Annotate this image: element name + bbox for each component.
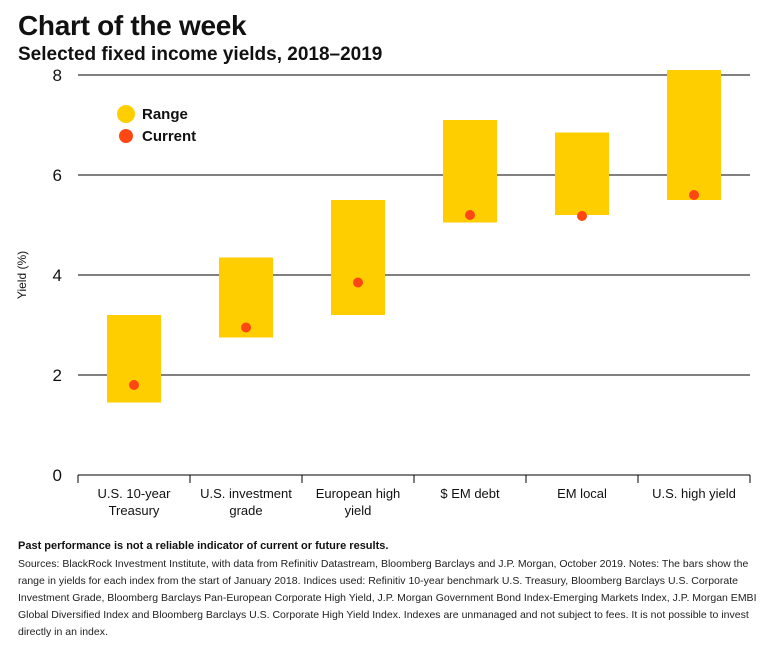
category-label: U.S. investment	[200, 486, 292, 501]
chart-footer: Past performance is not a reliable indic…	[18, 540, 758, 641]
y-tick-label: 2	[53, 366, 62, 385]
chart-title: Chart of the week	[18, 10, 247, 41]
current-point	[241, 322, 251, 333]
category-label: U.S. 10-year	[98, 486, 172, 501]
y-tick-label: 8	[53, 66, 62, 85]
category-label: Treasury	[109, 503, 160, 518]
legend-range-marker	[117, 105, 135, 123]
range-bar	[667, 70, 721, 200]
y-tick-label: 6	[53, 166, 62, 185]
range-bar	[331, 200, 385, 315]
y-tick-label: 0	[53, 466, 62, 485]
category-label: grade	[229, 503, 262, 518]
current-point	[129, 380, 139, 390]
chart-subtitle: Selected fixed income yields, 2018–2019	[18, 44, 383, 65]
category-label: yield	[345, 503, 372, 518]
sources-note: Sources: BlackRock Investment Institute,…	[18, 558, 757, 638]
current-point	[577, 211, 587, 221]
category-label: U.S. high yield	[652, 486, 736, 501]
y-axis-label: Yield (%)	[15, 251, 29, 299]
category-label: $ EM debt	[440, 486, 500, 501]
legend-current-marker	[119, 129, 133, 143]
disclaimer-text: Past performance is not a reliable indic…	[18, 540, 389, 552]
category-label: European high	[316, 486, 401, 501]
current-point	[353, 277, 363, 288]
legend-current-label: Current	[142, 128, 196, 145]
yield-range-chart: 0 2 4 6 8 Yield (%) U.S. 10-year Treasury U.S. i…	[15, 66, 751, 518]
legend-range-label: Range	[142, 106, 188, 123]
y-tick-label: 4	[53, 266, 62, 285]
range-bar	[443, 120, 497, 223]
range-bar	[555, 132, 609, 215]
current-point	[465, 210, 475, 220]
current-point	[689, 190, 699, 200]
category-label: EM local	[557, 486, 607, 501]
